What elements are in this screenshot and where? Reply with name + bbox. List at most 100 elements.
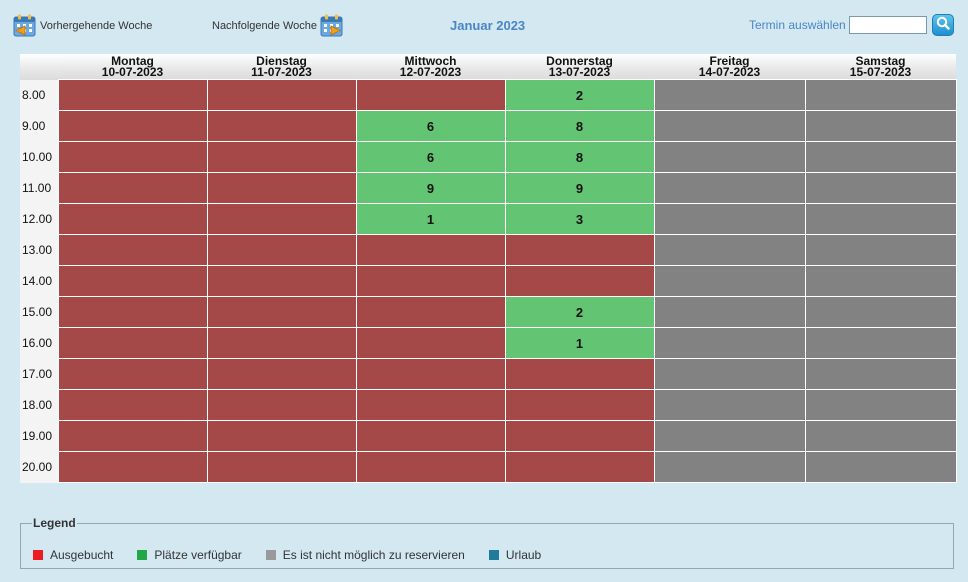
day-date: 14-07-2023 — [698, 64, 761, 79]
legend-swatch-not-reservable — [265, 550, 276, 560]
day-date: 15-07-2023 — [849, 64, 912, 79]
slot-unavailable — [653, 234, 806, 266]
day-header: Mittwoch 12-07-2023 — [356, 54, 505, 80]
slot-booked — [206, 172, 357, 204]
legend-item-not-reservable: Es ist nicht möglich zu reservieren — [265, 548, 465, 562]
time-row: 8.00 2 — [20, 79, 957, 111]
slot-available[interactable]: 1 — [355, 203, 506, 235]
slot-booked — [57, 265, 208, 297]
slot-booked — [57, 79, 208, 111]
day-header: Freitag 14-07-2023 — [654, 54, 805, 80]
slot-booked — [206, 110, 357, 142]
appointment-search-input[interactable] — [848, 16, 927, 34]
slot-booked — [504, 451, 655, 483]
time-row: 16.00 1 — [20, 327, 957, 359]
time-label: 20.00 — [20, 451, 58, 483]
time-label: 16.00 — [20, 327, 58, 359]
slot-available[interactable]: 9 — [355, 172, 506, 204]
slot-unavailable — [804, 451, 957, 483]
time-row: 14.00 — [20, 265, 957, 297]
slot-unavailable — [653, 420, 806, 452]
slot-unavailable — [653, 358, 806, 390]
slot-booked — [355, 358, 506, 390]
time-label: 13.00 — [20, 234, 58, 266]
next-week-link[interactable]: Nachfolgende Woche — [212, 14, 343, 37]
slot-booked — [504, 234, 655, 266]
slot-booked — [206, 265, 357, 297]
slot-booked — [355, 389, 506, 421]
slot-available[interactable]: 6 — [355, 141, 506, 173]
slot-booked — [355, 327, 506, 359]
time-row: 20.00 — [20, 451, 957, 483]
slot-available[interactable]: 2 — [504, 296, 655, 328]
legend-label: Es ist nicht möglich zu reservieren — [282, 548, 465, 562]
legend-item-booked: Ausgebucht — [33, 548, 113, 562]
day-name: Donnerstag — [546, 53, 613, 68]
slot-available[interactable]: 8 — [504, 141, 655, 173]
time-row: 11.00 9 9 — [20, 172, 957, 204]
time-label: 11.00 — [20, 172, 58, 204]
slot-booked — [206, 203, 357, 235]
slot-unavailable — [653, 79, 806, 111]
time-row: 10.00 6 8 — [20, 141, 957, 173]
slot-booked — [504, 358, 655, 390]
legend-swatch-booked — [33, 550, 43, 560]
day-name: Samstag — [855, 53, 906, 68]
next-week-label[interactable]: Nachfolgende Woche — [212, 19, 317, 32]
legend-label: Ausgebucht — [50, 548, 114, 562]
slot-booked — [206, 327, 357, 359]
slot-booked — [355, 451, 506, 483]
time-row: 17.00 — [20, 358, 957, 390]
slot-unavailable — [804, 234, 957, 266]
search-button[interactable] — [931, 14, 954, 36]
slot-unavailable — [653, 296, 806, 328]
day-name: Dienstag — [256, 53, 307, 68]
slot-booked — [355, 420, 506, 452]
time-label: 12.00 — [20, 203, 58, 235]
slot-booked — [57, 172, 208, 204]
time-label: 8.00 — [20, 79, 58, 111]
slot-unavailable — [804, 172, 957, 204]
time-label: 14.00 — [20, 265, 58, 297]
time-row: 18.00 — [20, 389, 957, 421]
calendar-back-icon[interactable] — [13, 14, 36, 37]
time-label: 15.00 — [20, 296, 58, 328]
slot-available[interactable]: 3 — [504, 203, 655, 235]
day-date: 13-07-2023 — [548, 64, 611, 79]
slot-booked — [206, 358, 357, 390]
slot-booked — [206, 389, 357, 421]
day-date: 10-07-2023 — [101, 64, 164, 79]
time-row: 13.00 — [20, 234, 957, 266]
slot-available[interactable]: 8 — [504, 110, 655, 142]
slot-unavailable — [804, 327, 957, 359]
time-row: 12.00 1 3 — [20, 203, 957, 235]
slot-available[interactable]: 9 — [504, 172, 655, 204]
slot-booked — [57, 203, 208, 235]
legend-swatch-vacation — [488, 550, 499, 560]
calendar-forward-icon[interactable] — [320, 14, 343, 37]
slot-unavailable — [804, 79, 957, 111]
previous-week-label[interactable]: Vorhergehende Woche — [40, 19, 153, 32]
slot-booked — [206, 79, 357, 111]
slot-booked — [355, 234, 506, 266]
slot-unavailable — [804, 110, 957, 142]
slot-booked — [355, 79, 506, 111]
slot-booked — [504, 389, 655, 421]
day-header: Montag 10-07-2023 — [58, 54, 207, 80]
slot-unavailable — [804, 296, 957, 328]
day-header: Dienstag 11-07-2023 — [207, 54, 356, 80]
slot-available[interactable]: 6 — [355, 110, 506, 142]
time-label: 19.00 — [20, 420, 58, 452]
legend-title: Legend — [32, 516, 77, 530]
slot-unavailable — [804, 265, 957, 297]
day-header: Donnerstag 13-07-2023 — [505, 54, 654, 80]
search-icon — [936, 16, 950, 35]
slot-available[interactable]: 1 — [504, 327, 655, 359]
time-row: 19.00 — [20, 420, 957, 452]
time-row: 15.00 2 — [20, 296, 957, 328]
slot-available[interactable]: 2 — [504, 79, 655, 111]
previous-week-link[interactable]: Vorhergehende Woche — [13, 14, 152, 37]
slot-unavailable — [653, 110, 806, 142]
slot-booked — [206, 296, 357, 328]
